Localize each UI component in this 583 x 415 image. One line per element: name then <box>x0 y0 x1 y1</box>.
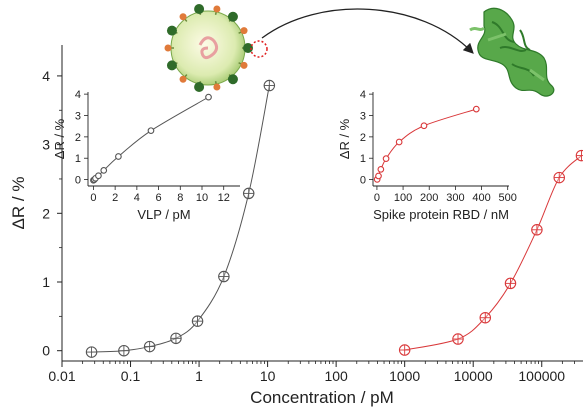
x-tick-label: 10000 <box>454 368 493 384</box>
main-series-1-point <box>553 171 565 184</box>
protein-rbd-illustration <box>469 7 555 97</box>
inset-x-tick-label: 300 <box>446 192 464 204</box>
inset-y-tick-label: 3 <box>75 111 81 123</box>
inset-left-series-point <box>115 153 122 160</box>
inset-left-series-point <box>147 127 155 135</box>
inset-y-tick-label: 3 <box>360 111 366 123</box>
y-axis-label: ΔR / % <box>9 177 28 230</box>
x-tick-label: 0.1 <box>121 368 141 384</box>
inset-left-series-point <box>100 167 108 174</box>
inset-x-tick-label: 8 <box>177 192 183 204</box>
highlight-circle <box>250 40 268 58</box>
main-series-0-point <box>191 315 204 327</box>
main-series-1-point <box>398 344 411 356</box>
inset-y-tick-label: 2 <box>360 132 366 144</box>
x-tick-label: 0.01 <box>48 368 75 384</box>
inset-right-series-point <box>382 155 390 163</box>
main-series-0-point <box>118 344 130 357</box>
main-series-0-point <box>263 79 276 92</box>
main-series-1-point <box>452 333 464 345</box>
y-tick-label: 3 <box>42 137 50 153</box>
inset-x-tick-label: 400 <box>472 192 490 204</box>
inset-right-series-point <box>377 165 385 173</box>
x-tick-label: 10 <box>260 368 276 384</box>
inset-x-tick-label: 200 <box>420 192 438 204</box>
inset-right-series-line <box>376 108 477 180</box>
y-tick-label: 2 <box>42 205 50 221</box>
main-axes: 0.01 0.1 1 10 100 1000 10000 10000001234Concent… <box>9 45 583 407</box>
inset-y-tick-label: 4 <box>75 89 81 101</box>
inset-x-tick-label: 100 <box>394 192 412 204</box>
inset-y-tick-label: 4 <box>360 89 366 101</box>
main-series-0-point <box>218 270 230 283</box>
inset-x-tick-label: 500 <box>499 192 517 204</box>
inset-x-tick-label: 6 <box>156 192 162 204</box>
main-series-1-line <box>404 155 582 351</box>
inset-x-tick-label: 0 <box>90 192 96 204</box>
main-series <box>85 79 583 358</box>
inset-y-tick-label: 0 <box>75 175 81 187</box>
inset-x-axis-label: Spike protein RBD / nM <box>373 207 509 222</box>
inset-right-chart: 0 100 200 300 400 500 0 1 2 3 4 Spike protein RBD /… <box>337 89 517 222</box>
main-series-0-point <box>143 340 156 353</box>
inset-left-series-point <box>95 172 102 180</box>
inset-y-tick-label: 0 <box>360 175 366 187</box>
x-axis-label: Concentration / pM <box>250 388 394 407</box>
y-tick-label: 1 <box>42 274 50 290</box>
inset-right-series-point <box>395 138 403 146</box>
y-tick-label: 0 <box>42 343 50 359</box>
inset-right-series-point <box>375 172 382 180</box>
inset-y-tick-label: 2 <box>75 132 81 144</box>
x-tick-label: 1000 <box>389 368 420 384</box>
main-series-1-point <box>479 311 492 324</box>
inset-x-tick-label: 4 <box>134 192 140 204</box>
inset-y-tick-label: 1 <box>75 153 81 165</box>
main-series-1-point <box>531 224 543 236</box>
inset-y-tick-label: 1 <box>360 153 366 165</box>
main-series-0-point <box>242 187 255 200</box>
inset-y-axis-label: ΔR / % <box>52 118 67 159</box>
main-series-0-point <box>85 346 98 358</box>
inset-x-tick-label: 12 <box>218 192 230 204</box>
main-series-1-point <box>504 277 517 290</box>
inset-x-tick-label: 10 <box>196 192 208 204</box>
inset-x-axis-label: VLP / pM <box>137 207 190 222</box>
inset-left-series-point <box>205 93 212 101</box>
x-tick-label: 100 <box>324 368 348 384</box>
inset-x-tick-label: 0 <box>374 192 380 204</box>
inset-y-axis-label: ΔR / % <box>337 118 352 159</box>
inset-right-series-point <box>420 122 428 130</box>
main-series-1-point <box>575 149 583 162</box>
arrow-connector <box>261 8 474 54</box>
y-tick-label: 4 <box>42 68 50 84</box>
inset-right-series-point <box>472 105 480 113</box>
inset-x-tick-label: 2 <box>112 192 118 204</box>
main-series-0-point <box>170 332 182 345</box>
x-tick-label: 1 <box>195 368 203 384</box>
virus-particle-illustration <box>164 4 268 92</box>
inset-left-series-line <box>93 96 209 181</box>
x-tick-label: 100000 <box>518 368 565 384</box>
